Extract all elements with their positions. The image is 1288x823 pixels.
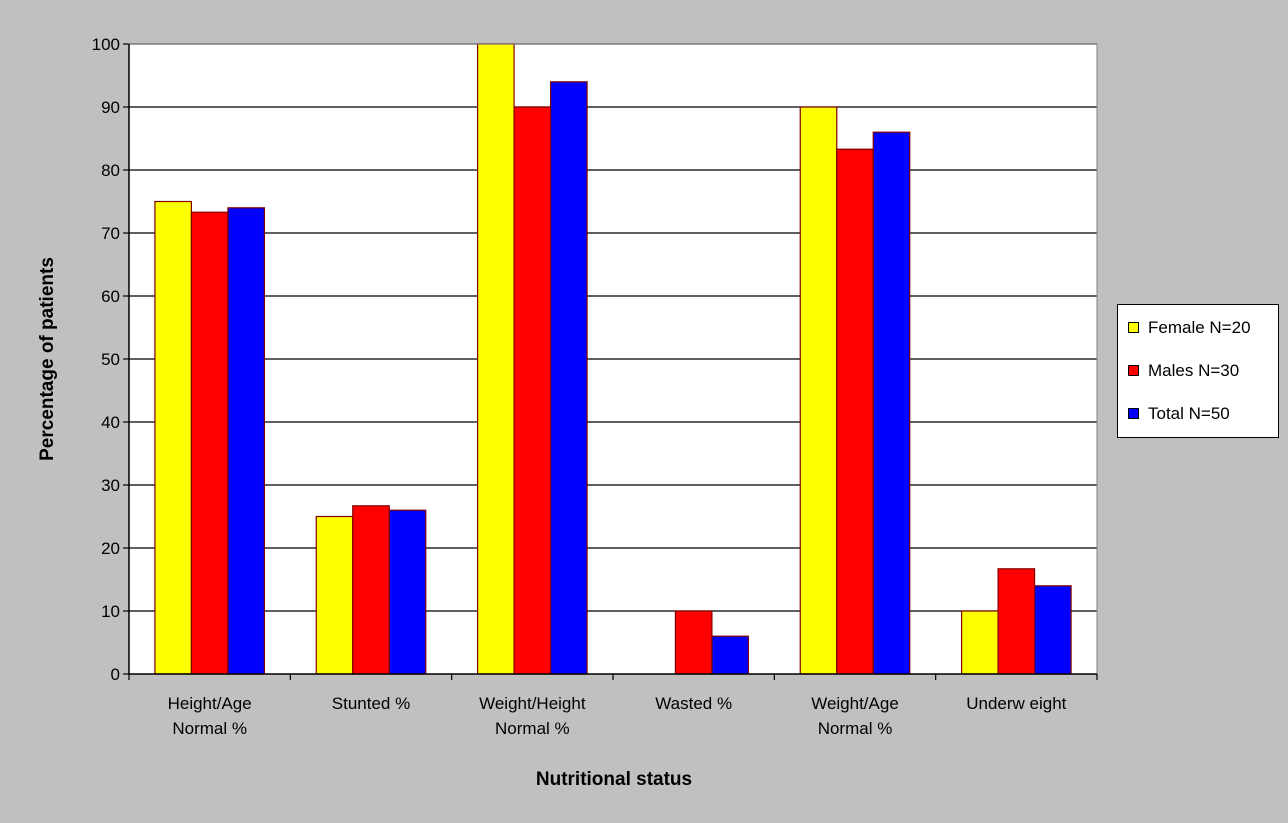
bar-males-n-30-0 — [190, 211, 229, 675]
y-tick-labels: 0 10 20 30 40 50 60 70 80 90 100 — [92, 35, 120, 684]
x-tick-labels: Height/Age Normal % Stunted % Weight/Height… — [168, 694, 1067, 738]
bar-total-n-50-5 — [1033, 585, 1072, 675]
bar-female-n-20-4 — [799, 106, 838, 675]
y-tick-label: 10 — [101, 602, 120, 621]
x-tick-label: Weight/Age Normal % — [811, 694, 899, 738]
bar-males-n-30-1 — [352, 505, 390, 675]
y-tick-label: 80 — [101, 161, 120, 180]
legend-swatch-total — [1128, 408, 1139, 419]
bars — [154, 43, 1072, 675]
bar-males-n-30-3 — [674, 610, 713, 675]
bar-total-n-50-3 — [711, 635, 750, 675]
y-tick-label: 30 — [101, 476, 120, 495]
bar-males-n-30-2 — [513, 106, 552, 675]
y-tick-label: 90 — [101, 98, 120, 117]
bar-males-n-30-4 — [836, 148, 874, 675]
bar-female-n-20-5 — [960, 610, 999, 675]
legend-label-female: Female N=20 — [1148, 318, 1251, 337]
y-tick-label: 60 — [101, 287, 120, 306]
y-axis-label: Percentage of patients — [37, 257, 58, 461]
legend-label-total: Total N=50 — [1148, 404, 1230, 423]
x-tick-label: Underw eight — [966, 694, 1066, 713]
axes — [123, 43, 1098, 680]
x-tick-label: Wasted % — [655, 694, 732, 713]
bar-total-n-50-1 — [388, 509, 427, 675]
bar-total-n-50-0 — [227, 207, 266, 675]
x-axis-label: Nutritional status — [536, 769, 692, 790]
bar-female-n-20-0 — [154, 200, 193, 675]
bar-males-n-30-5 — [997, 568, 1036, 675]
legend-label-males: Males N=30 — [1148, 361, 1240, 380]
legend-swatch-female — [1128, 322, 1139, 333]
bar-total-n-50-2 — [549, 81, 588, 675]
legend: Female N=20 Males N=30 Total N=50 — [1117, 304, 1279, 438]
y-tick-label: 0 — [111, 665, 120, 684]
x-tick-label: Weight/Height Normal % — [479, 694, 586, 738]
x-tick-label: Stunted % — [332, 694, 410, 713]
bar-total-n-50-4 — [872, 131, 911, 675]
legend-swatch-males — [1128, 365, 1139, 376]
x-tick-label: Height/Age Normal % — [168, 694, 252, 738]
bar-female-n-20-2 — [476, 43, 515, 675]
y-tick-label: 20 — [101, 539, 120, 558]
y-tick-label: 40 — [101, 413, 120, 432]
y-tick-label: 50 — [101, 350, 120, 369]
bar-female-n-20-1 — [315, 515, 354, 675]
y-tick-label: 70 — [101, 224, 120, 243]
y-tick-label: 100 — [92, 35, 120, 54]
